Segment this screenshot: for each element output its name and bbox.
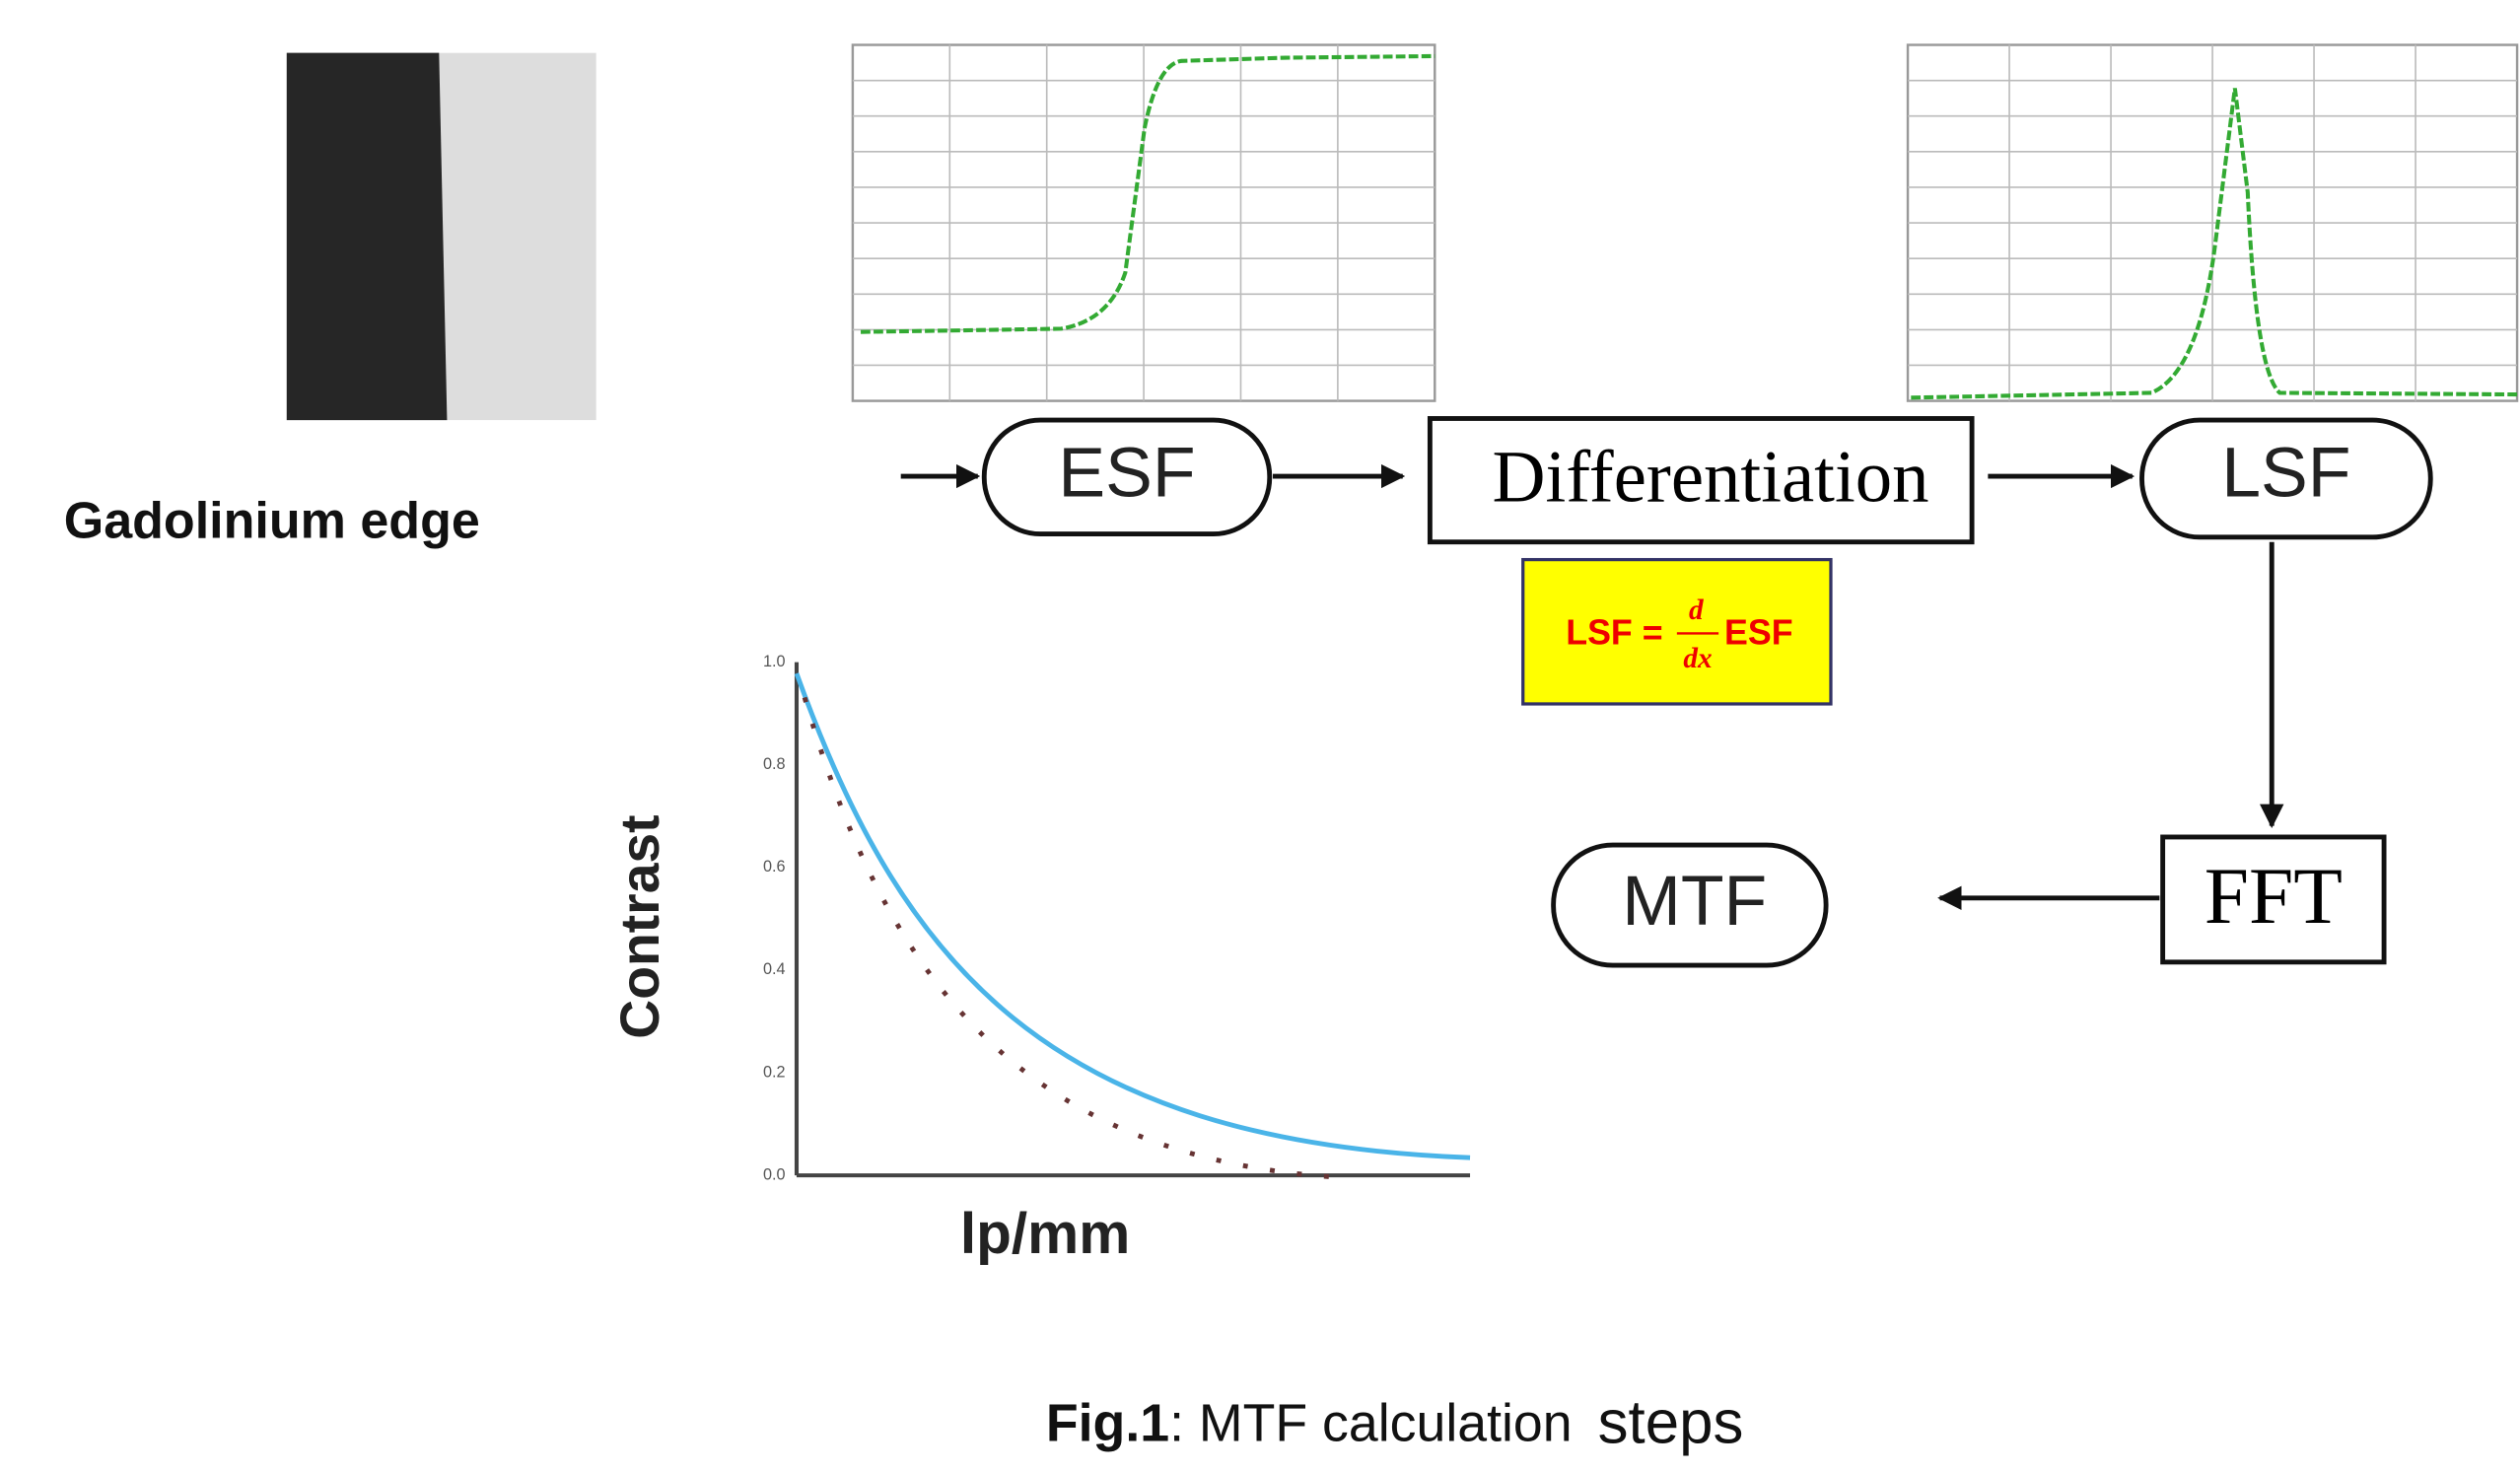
formula-numerator: d bbox=[1689, 595, 1704, 626]
node-label: MTF bbox=[1622, 862, 1767, 941]
caption-text: : MTF calculation bbox=[1169, 1394, 1573, 1453]
node-label: LSF bbox=[2221, 434, 2350, 513]
y-tick-label: 1.0 bbox=[763, 653, 786, 670]
y-tick-label: 0.4 bbox=[763, 960, 786, 978]
formula-lhs: LSF = bbox=[1566, 612, 1662, 652]
node-label: Differentiation bbox=[1492, 436, 1928, 518]
node-label: FFT bbox=[2205, 852, 2343, 941]
formula-denominator: dx bbox=[1683, 643, 1712, 674]
esf-plot bbox=[853, 45, 1435, 401]
node-label: ESF bbox=[1058, 434, 1195, 513]
formula-rhs: ESF bbox=[1724, 612, 1793, 652]
y-tick-label: 0.8 bbox=[763, 755, 786, 773]
caption-figure: Fig.1 bbox=[1046, 1394, 1169, 1453]
x-axis-label: lp/mm bbox=[960, 1202, 1130, 1266]
image-label: Gadolinium edge bbox=[64, 493, 480, 550]
y-tick-label: 0.0 bbox=[763, 1165, 786, 1183]
lsf-plot bbox=[1908, 45, 2517, 401]
y-tick-label: 0.6 bbox=[763, 858, 786, 876]
y-tick-label: 0.2 bbox=[763, 1063, 786, 1081]
y-axis-label: Contrast bbox=[609, 814, 670, 1038]
caption: Fig.1: MTF calculation steps bbox=[1046, 1389, 1743, 1457]
edge-dark bbox=[287, 53, 448, 420]
page: Gadolinium edge ESF Differentiation LSF … bbox=[0, 0, 2520, 1472]
caption-tail: steps bbox=[1598, 1389, 1744, 1457]
figure: Gadolinium edge ESF Differentiation LSF … bbox=[0, 0, 2520, 1472]
